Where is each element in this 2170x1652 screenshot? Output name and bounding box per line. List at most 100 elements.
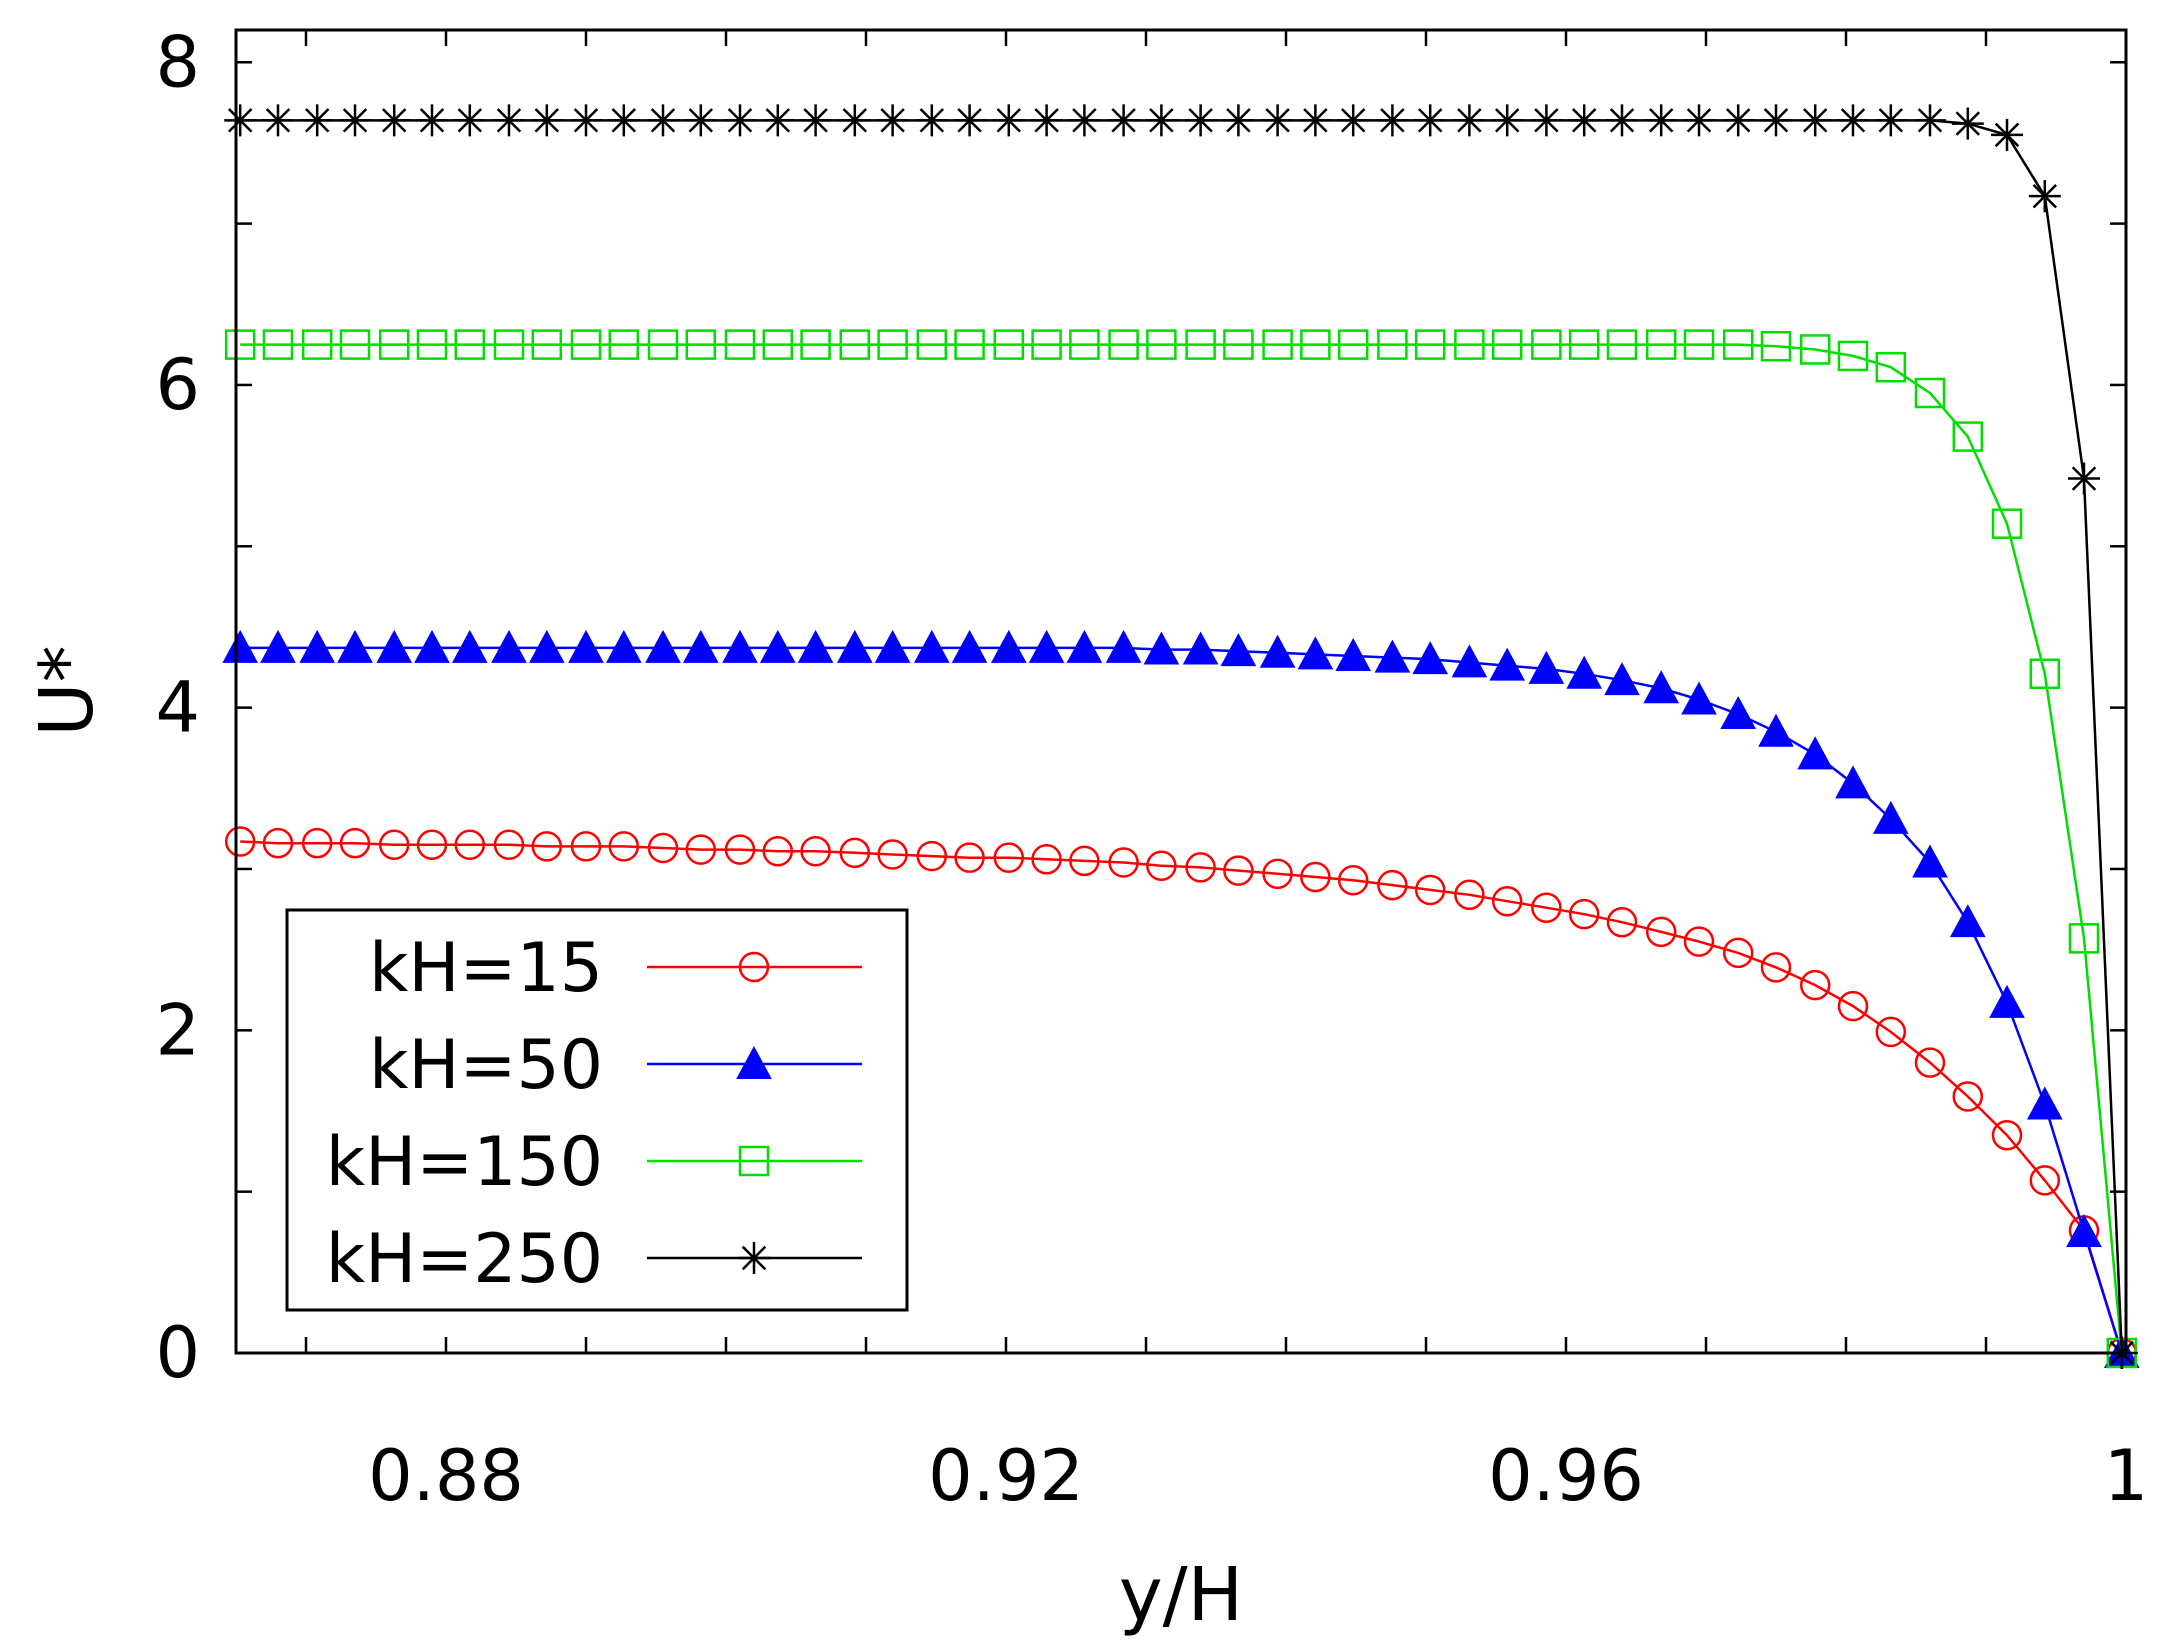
data-point bbox=[685, 329, 717, 360]
data-point bbox=[799, 104, 832, 137]
data-point bbox=[608, 329, 640, 360]
data-point bbox=[1066, 629, 1103, 663]
data-point bbox=[1797, 736, 1834, 770]
data-point bbox=[761, 104, 794, 137]
series-layer bbox=[222, 104, 2140, 1369]
data-point bbox=[530, 104, 563, 137]
data-point bbox=[570, 329, 602, 360]
data-point bbox=[1683, 104, 1715, 137]
data-point bbox=[645, 629, 681, 663]
data-point bbox=[1262, 329, 1293, 360]
data-point bbox=[493, 104, 525, 137]
data-point bbox=[1835, 765, 1871, 799]
data-point bbox=[1991, 508, 2023, 539]
legend-label: kH=250 bbox=[326, 1220, 603, 1299]
data-point bbox=[337, 629, 373, 663]
data-point bbox=[262, 104, 294, 137]
data-point bbox=[2068, 462, 2100, 495]
x-tick-label: 1 bbox=[2104, 1435, 2149, 1517]
series-kh-150 bbox=[224, 329, 2138, 1369]
data-point bbox=[1722, 104, 1755, 137]
data-point bbox=[992, 104, 1025, 137]
data-point bbox=[1991, 1119, 2023, 1151]
y-axis-label: U* bbox=[24, 645, 110, 736]
legend-label: kH=15 bbox=[369, 929, 603, 1008]
data-point bbox=[1722, 329, 1754, 360]
data-point bbox=[1220, 633, 1257, 667]
axis-tick-labels: 0.88 0.92 0.96 1 0 2 4 6 8 bbox=[155, 21, 2148, 1517]
data-point bbox=[451, 629, 488, 663]
data-point bbox=[605, 629, 642, 663]
data-point bbox=[1837, 104, 1869, 137]
data-point bbox=[224, 826, 256, 857]
data-point bbox=[1300, 861, 1331, 893]
data-point bbox=[993, 329, 1025, 360]
data-point bbox=[1376, 104, 1409, 137]
data-point bbox=[1837, 340, 1869, 372]
data-point bbox=[1300, 329, 1331, 360]
y-tick-label: 0 bbox=[155, 1312, 200, 1394]
y-tick-label: 8 bbox=[155, 21, 200, 103]
data-point bbox=[1414, 104, 1447, 137]
data-point bbox=[1146, 329, 1177, 360]
legend-marker bbox=[738, 1242, 770, 1274]
x-tick-label: 0.96 bbox=[1488, 1435, 1644, 1517]
data-point bbox=[1451, 644, 1488, 678]
data-point bbox=[301, 329, 333, 360]
series-kh-50 bbox=[222, 629, 2140, 1368]
data-point bbox=[722, 629, 758, 663]
data-point bbox=[797, 629, 834, 663]
data-point bbox=[1799, 104, 1832, 137]
data-point bbox=[1337, 104, 1370, 137]
data-point bbox=[339, 104, 371, 137]
data-point bbox=[1031, 844, 1062, 875]
data-point bbox=[454, 329, 486, 360]
data-point bbox=[800, 329, 831, 360]
data-point bbox=[1951, 107, 1984, 140]
data-point bbox=[378, 104, 411, 137]
data-point bbox=[1875, 1016, 1907, 1048]
data-point bbox=[1799, 334, 1831, 365]
data-point bbox=[1337, 865, 1369, 896]
x-tick-label: 0.92 bbox=[928, 1435, 1084, 1517]
data-point bbox=[839, 329, 871, 360]
data-point bbox=[339, 827, 371, 859]
data-point bbox=[301, 104, 334, 137]
data-point bbox=[1720, 696, 1757, 730]
data-point bbox=[493, 329, 525, 360]
data-point bbox=[2029, 658, 2061, 690]
data-point bbox=[1028, 629, 1065, 663]
legend-marker bbox=[738, 951, 770, 983]
data-point bbox=[2026, 1086, 2063, 1120]
data-point bbox=[954, 329, 985, 360]
data-point bbox=[647, 104, 679, 137]
data-point bbox=[1223, 855, 1254, 886]
data-point bbox=[724, 104, 756, 137]
data-point bbox=[915, 104, 948, 137]
data-point bbox=[1297, 636, 1334, 670]
data-point bbox=[647, 832, 679, 864]
data-point bbox=[1952, 1081, 1984, 1112]
data-point bbox=[762, 835, 794, 867]
data-point bbox=[1606, 906, 1638, 938]
data-point bbox=[1568, 898, 1600, 930]
data-point bbox=[1069, 329, 1100, 360]
data-point bbox=[301, 827, 333, 859]
data-point bbox=[1222, 104, 1255, 137]
data-point bbox=[874, 629, 911, 663]
data-point bbox=[1645, 104, 1678, 137]
series-kh-250 bbox=[224, 104, 2138, 1369]
legend: kH=15 kH=50 kH=150 kH=250 bbox=[285, 908, 909, 1312]
data-point bbox=[1185, 329, 1216, 360]
data-point bbox=[454, 829, 486, 861]
data-point bbox=[1566, 655, 1603, 689]
data-point bbox=[1568, 104, 1601, 137]
data-point bbox=[951, 629, 988, 663]
data-point bbox=[339, 329, 371, 360]
data-point bbox=[378, 329, 410, 360]
data-point bbox=[953, 104, 986, 137]
x-tick-label: 0.88 bbox=[368, 1435, 524, 1517]
data-point bbox=[260, 629, 296, 663]
data-point bbox=[1489, 647, 1526, 681]
